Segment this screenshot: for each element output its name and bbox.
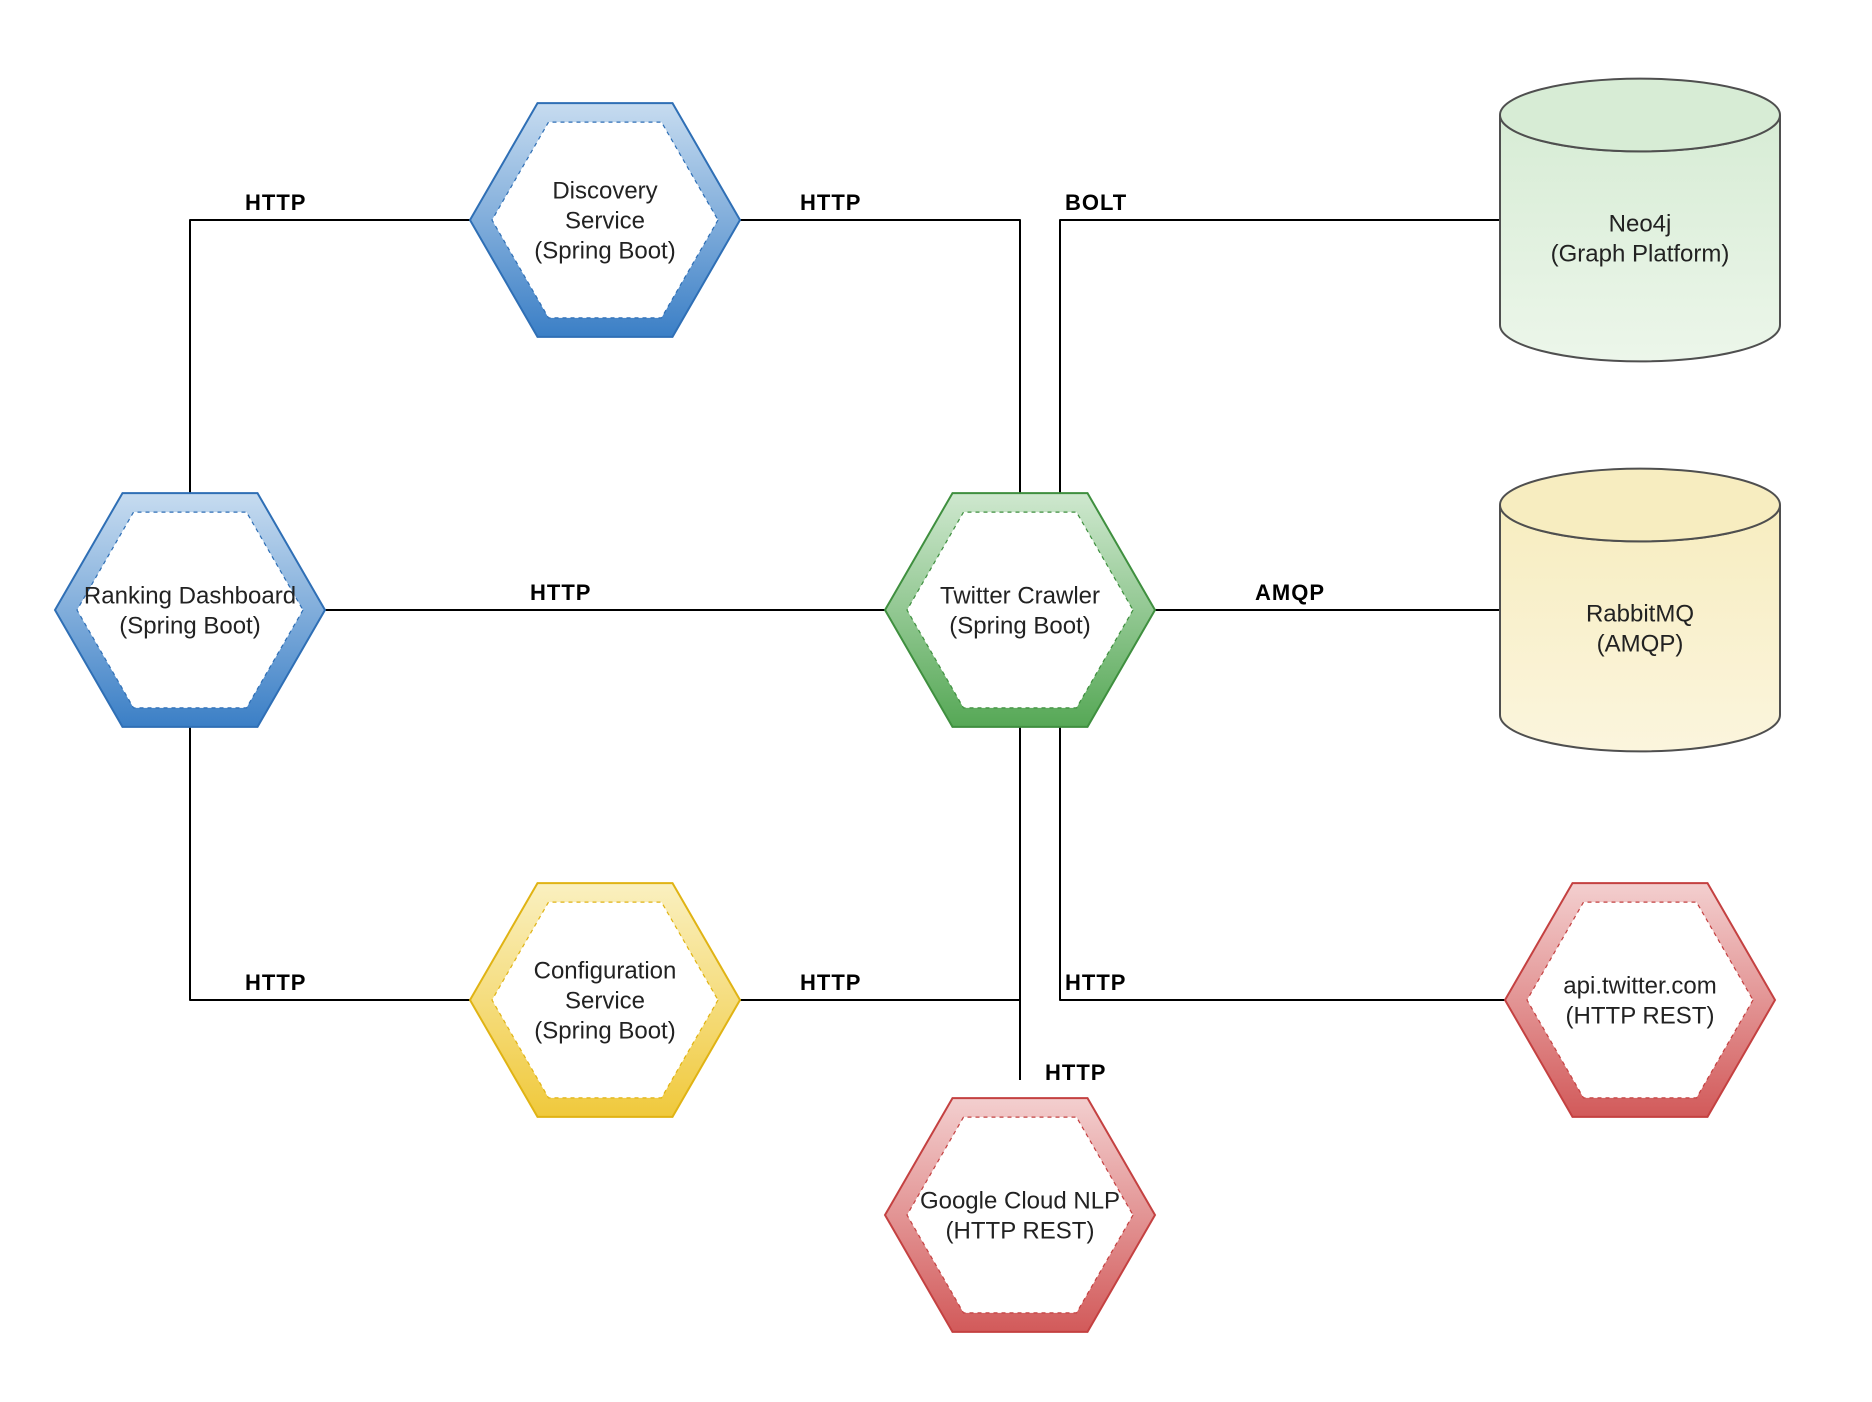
hex-node-discovery: Discovery Service (Spring Boot) (470, 103, 740, 337)
cylinder-nodes-layer: Neo4j (Graph Platform) RabbitMQ (AMQP) (1500, 79, 1780, 752)
edge-label-ranking-config-left: HTTP (245, 970, 306, 995)
hex-node-label-config-1: Service (565, 987, 645, 1014)
hex-node-label-config-0: Configuration (534, 957, 677, 984)
architecture-diagram: HTTP HTTP HTTP HTTP HTTP HTTP BOLT AMQP HTTP Rank… (0, 0, 1872, 1402)
edge-label-crawler-gcloud: HTTP (1045, 1060, 1106, 1085)
edge-discovery-crawler (740, 220, 1020, 495)
hex-node-twitter: api.twitter.com (HTTP REST) (1505, 883, 1775, 1117)
hex-node-ranking: Ranking Dashboard (Spring Boot) (55, 493, 325, 727)
cylinder-node-label-rabbitmq-0: RabbitMQ (1586, 601, 1694, 628)
edge-label-crawler-rabbitmq: AMQP (1255, 580, 1325, 605)
cylinder-node-label-neo4j-0: Neo4j (1609, 211, 1672, 238)
hex-node-config: Configuration Service (Spring Boot) (470, 883, 740, 1117)
cylinder-node-label-neo4j-1: (Graph Platform) (1551, 241, 1730, 268)
edge-label-ranking-discovery-left: HTTP (245, 190, 306, 215)
edge-label-crawler-twitter: HTTP (1065, 970, 1126, 995)
hex-node-label-discovery-2: (Spring Boot) (534, 237, 675, 264)
hex-node-crawler: Twitter Crawler (Spring Boot) (885, 493, 1155, 727)
edge-crawler-twitter (1060, 722, 1505, 1000)
hex-node-label-config-2: (Spring Boot) (534, 1017, 675, 1044)
edge-label-ranking-crawler: HTTP (530, 580, 591, 605)
edge-ranking-config-left (190, 725, 470, 1000)
hex-node-gcloud: Google Cloud NLP (HTTP REST) (885, 1098, 1155, 1332)
edge-ranking-discovery-left (190, 220, 470, 495)
hex-node-label-crawler-1: (Spring Boot) (949, 612, 1090, 639)
cylinder-node-label-rabbitmq-1: (AMQP) (1597, 631, 1684, 658)
hex-node-label-crawler-0: Twitter Crawler (940, 582, 1100, 609)
edge-label-discovery-crawler: HTTP (800, 190, 861, 215)
cylinder-node-neo4j: Neo4j (Graph Platform) (1500, 79, 1780, 362)
edge-label-config-crawler: HTTP (800, 970, 861, 995)
hex-node-label-twitter-0: api.twitter.com (1563, 972, 1716, 999)
hex-node-label-ranking-0: Ranking Dashboard (84, 582, 296, 609)
edges-layer: HTTP HTTP HTTP HTTP HTTP HTTP BOLT AMQP HTTP (190, 190, 1505, 1085)
edge-label-crawler-neo4j: BOLT (1065, 190, 1127, 215)
hex-node-label-discovery-1: Service (565, 207, 645, 234)
hex-node-label-twitter-1: (HTTP REST) (1566, 1002, 1715, 1029)
hex-node-label-gcloud-0: Google Cloud NLP (920, 1187, 1120, 1214)
cylinder-node-rabbitmq: RabbitMQ (AMQP) (1500, 469, 1780, 752)
edge-crawler-neo4j (1060, 220, 1500, 498)
edge-config-crawler (740, 725, 1020, 1000)
hex-node-label-discovery-0: Discovery (552, 177, 657, 204)
hex-node-label-ranking-1: (Spring Boot) (119, 612, 260, 639)
hex-node-label-gcloud-1: (HTTP REST) (946, 1217, 1095, 1244)
